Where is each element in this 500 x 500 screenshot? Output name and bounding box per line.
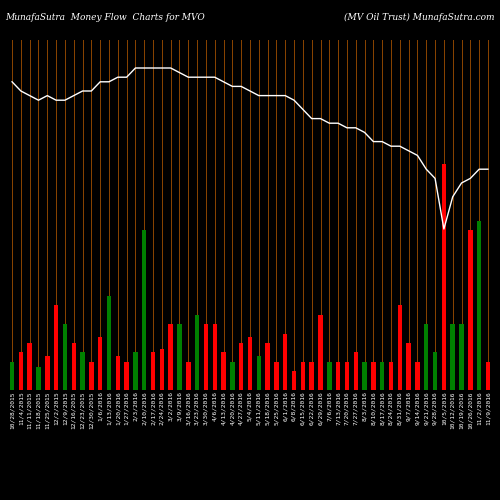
Bar <box>424 324 428 390</box>
Bar <box>133 352 138 390</box>
Bar <box>327 362 332 390</box>
Bar <box>54 306 58 390</box>
Bar <box>318 314 322 390</box>
Bar <box>354 352 358 390</box>
Bar <box>362 362 367 390</box>
Bar <box>89 362 94 390</box>
Bar <box>389 362 393 390</box>
Bar <box>336 362 340 390</box>
Bar <box>239 343 244 390</box>
Bar <box>486 362 490 390</box>
Bar <box>415 362 420 390</box>
Bar <box>406 343 411 390</box>
Bar <box>212 324 217 390</box>
Bar <box>195 314 200 390</box>
Bar <box>204 324 208 390</box>
Bar <box>283 334 288 390</box>
Bar <box>151 352 156 390</box>
Bar <box>107 296 111 390</box>
Bar <box>274 362 278 390</box>
Bar <box>116 356 120 390</box>
Bar <box>266 343 270 390</box>
Bar <box>142 230 146 390</box>
Bar <box>10 362 14 390</box>
Bar <box>80 352 85 390</box>
Bar <box>98 338 102 390</box>
Bar <box>460 324 464 390</box>
Bar <box>160 348 164 390</box>
Bar <box>442 164 446 390</box>
Bar <box>222 352 226 390</box>
Bar <box>310 362 314 390</box>
Text: MunafaSutra  Money Flow  Charts for MVO: MunafaSutra Money Flow Charts for MVO <box>5 12 205 22</box>
Bar <box>292 371 296 390</box>
Bar <box>36 368 40 390</box>
Bar <box>45 356 50 390</box>
Bar <box>248 338 252 390</box>
Bar <box>450 324 455 390</box>
Bar <box>62 324 67 390</box>
Bar <box>28 343 32 390</box>
Bar <box>300 362 305 390</box>
Bar <box>230 362 234 390</box>
Bar <box>371 362 376 390</box>
Bar <box>72 343 76 390</box>
Bar <box>433 352 438 390</box>
Bar <box>186 362 190 390</box>
Bar <box>256 356 261 390</box>
Bar <box>168 324 173 390</box>
Bar <box>18 352 23 390</box>
Bar <box>398 306 402 390</box>
Text: (MV Oil Trust) MunafaSutra.com: (MV Oil Trust) MunafaSutra.com <box>344 12 495 22</box>
Bar <box>178 324 182 390</box>
Bar <box>477 220 482 390</box>
Bar <box>344 362 349 390</box>
Bar <box>468 230 472 390</box>
Bar <box>124 362 129 390</box>
Bar <box>380 362 384 390</box>
